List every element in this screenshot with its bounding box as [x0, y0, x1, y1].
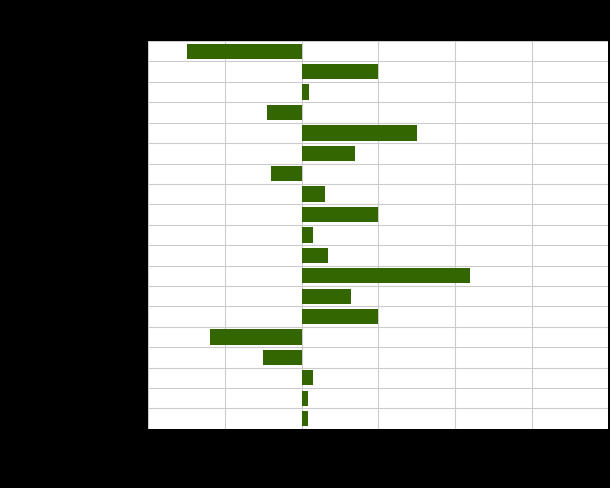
Bar [301, 289, 351, 304]
Bar [271, 167, 301, 182]
Bar [301, 411, 307, 427]
Bar [301, 65, 378, 80]
Bar [301, 146, 355, 162]
Bar [301, 85, 309, 101]
Bar [301, 126, 417, 141]
Bar [210, 330, 301, 345]
Bar [187, 44, 301, 60]
Bar [301, 187, 325, 203]
Bar [301, 228, 313, 243]
Bar [263, 350, 301, 366]
Bar [267, 105, 301, 121]
Bar [301, 268, 470, 284]
Bar [301, 309, 378, 325]
Bar [301, 248, 328, 264]
Bar [301, 370, 313, 386]
Bar [301, 207, 378, 223]
Bar [301, 391, 307, 406]
